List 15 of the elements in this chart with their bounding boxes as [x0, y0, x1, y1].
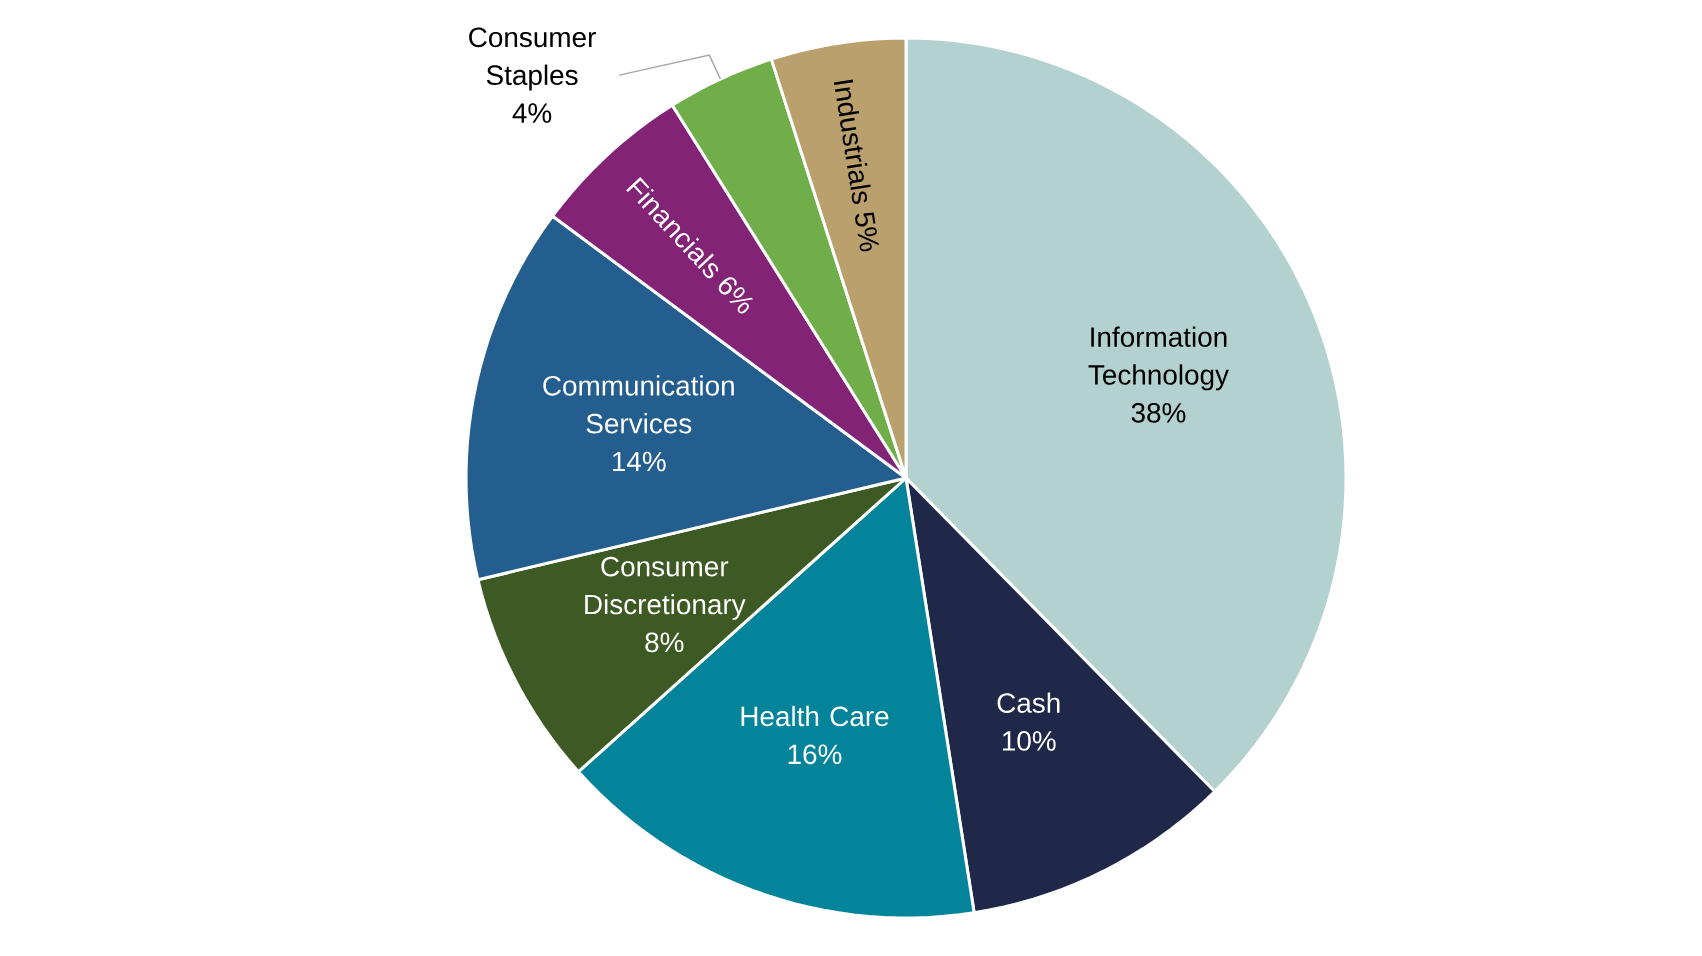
data-label: 8% [645, 632, 684, 653]
slice-label: Consumer Staples [469, 27, 596, 91]
slice-label: Health Care [741, 705, 889, 727]
slice-label: Communication Services [543, 375, 734, 434]
slice-label: Industrials [833, 79, 871, 205]
data-label: 16% [788, 744, 842, 765]
data-label: 10% [1002, 731, 1056, 751]
slice-label: Cash [997, 692, 1060, 713]
data-label: 6% [718, 277, 754, 314]
data-label: 5% [855, 212, 879, 252]
slice-label: Information Technology [1088, 326, 1229, 391]
data-label: 14% [612, 451, 666, 472]
data-label: 4% [512, 103, 552, 123]
data-label: 38% [1131, 402, 1186, 423]
slice-label: Consumer Discretionary [585, 556, 746, 620]
